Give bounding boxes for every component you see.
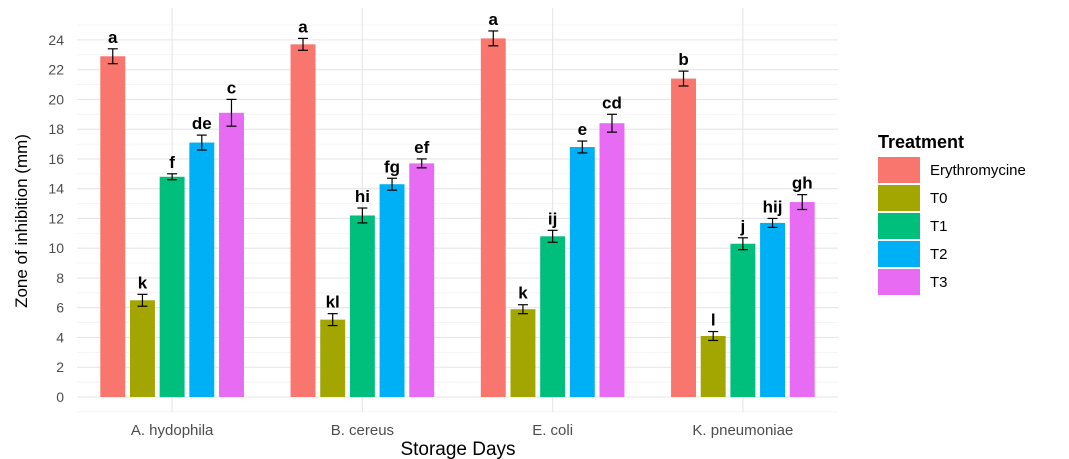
legend-key xyxy=(878,157,920,183)
x-tick-label: B. cereus xyxy=(331,422,394,439)
y-tick-label: 22 xyxy=(48,62,64,78)
y-tick-label: 16 xyxy=(48,151,64,167)
significance-label: de xyxy=(192,114,212,133)
bar xyxy=(159,176,185,397)
y-tick-label: 4 xyxy=(56,329,64,345)
bar xyxy=(760,222,786,397)
significance-label: hij xyxy=(763,197,783,216)
x-tick-label: E. coli xyxy=(532,422,573,439)
y-tick-label: 24 xyxy=(48,32,64,48)
x-axis-title: Storage Days xyxy=(400,439,515,459)
bar xyxy=(789,202,815,397)
significance-label: a xyxy=(108,28,118,47)
significance-label: e xyxy=(578,120,587,139)
significance-label: a xyxy=(298,17,308,36)
legend-title: Treatment xyxy=(878,132,964,152)
bar xyxy=(569,147,595,397)
significance-label: l xyxy=(711,311,716,330)
bar xyxy=(349,215,375,397)
legend-label: T3 xyxy=(930,274,948,291)
y-tick-label: 18 xyxy=(48,121,64,137)
y-tick-label: 0 xyxy=(56,389,64,405)
significance-label: b xyxy=(678,50,688,69)
y-axis-title: Zone of inhibition (mm) xyxy=(12,134,31,308)
y-tick-label: 6 xyxy=(56,300,64,316)
significance-label: fg xyxy=(384,157,400,176)
legend: Treatment Erythromycine T0 T1 T2 T3 xyxy=(878,132,1026,295)
significance-label: k xyxy=(518,284,528,303)
legend-label: T1 xyxy=(930,218,948,235)
x-axis-ticks: A. hydophila B. cereus E. coli K. pneumonia… xyxy=(131,422,793,439)
bar xyxy=(219,112,244,398)
bar xyxy=(379,184,405,397)
legend-label: T2 xyxy=(930,246,948,263)
y-tick-label: 14 xyxy=(48,181,64,197)
legend-key xyxy=(878,241,920,267)
significance-label: kl xyxy=(326,293,340,312)
y-tick-label: 12 xyxy=(48,210,64,226)
significance-label: k xyxy=(138,273,148,292)
significance-label: j xyxy=(740,217,746,236)
bar xyxy=(129,300,155,397)
y-tick-label: 10 xyxy=(48,240,64,256)
y-tick-label: 8 xyxy=(56,270,64,286)
bar xyxy=(189,142,215,397)
x-tick-label: K. pneumoniae xyxy=(692,422,793,439)
x-tick-label: A. hydophila xyxy=(131,422,214,439)
significance-label: c xyxy=(227,78,236,97)
bar xyxy=(320,319,346,397)
significance-label: hi xyxy=(355,187,370,206)
bar xyxy=(409,163,435,397)
significance-label: ij xyxy=(548,209,557,228)
legend-key xyxy=(878,185,920,211)
bar xyxy=(540,236,566,397)
bar xyxy=(100,56,126,398)
significance-label: ef xyxy=(414,138,429,157)
bar xyxy=(599,123,625,397)
bar xyxy=(290,44,316,398)
legend-label: T0 xyxy=(930,190,948,207)
legend-key xyxy=(878,213,920,239)
y-tick-label: 20 xyxy=(48,91,64,107)
legend-label: Erythromycine xyxy=(930,162,1026,179)
significance-label: gh xyxy=(792,174,813,193)
bar xyxy=(730,243,756,397)
significance-label: cd xyxy=(602,93,622,112)
legend-key xyxy=(878,269,920,295)
bar xyxy=(480,38,506,397)
significance-label: f xyxy=(169,153,175,172)
y-tick-label: 2 xyxy=(56,359,64,375)
significance-label: a xyxy=(489,10,499,29)
bar xyxy=(510,309,536,397)
bar xyxy=(671,78,696,398)
bar xyxy=(700,335,726,397)
